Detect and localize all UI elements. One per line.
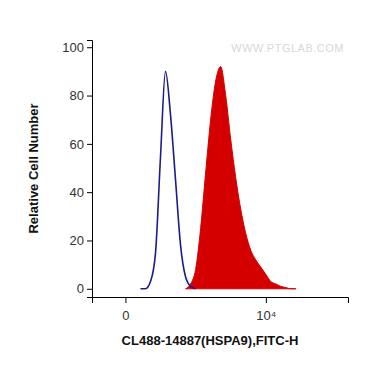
y-tick-mark (87, 240, 92, 241)
y-tick-label: 20 (70, 233, 84, 248)
x-tick-label: 0 (122, 308, 129, 323)
watermark: WWW.PTGLAB.COM (231, 42, 344, 54)
y-tick: 60 (70, 137, 92, 152)
y-tick-mark (87, 289, 92, 290)
histogram-area (186, 67, 296, 289)
y-tick-label: 60 (70, 137, 84, 152)
y-tick-label: 0 (77, 281, 84, 296)
x-axis: 0 10⁴ (93, 297, 349, 323)
y-axis-line (87, 41, 93, 298)
y-tick: 100 (62, 40, 92, 55)
y-tick: 40 (70, 185, 92, 200)
x-tick: 0 (122, 297, 129, 323)
x-axis-line (93, 298, 349, 304)
y-tick-mark (87, 47, 92, 48)
y-tick-label: 80 (70, 88, 84, 103)
y-tick-mark (87, 96, 92, 97)
plot-area (140, 67, 295, 289)
y-tick-label: 40 (70, 185, 84, 200)
y-tick: 0 (77, 281, 92, 296)
x-axis-title: CL488-14887(HSPA9),FITC-H (122, 333, 299, 348)
chart: 0 20 40 60 80 100 0 10⁴ CL488-14887(HSPA9),FITC-… (0, 0, 370, 367)
x-tick-mark (266, 297, 267, 303)
y-tick-mark (87, 192, 92, 193)
y-axis: 0 20 40 60 80 100 (62, 40, 92, 298)
y-axis-title: Relative Cell Number (26, 103, 41, 233)
y-tick-mark (87, 144, 92, 145)
y-tick: 20 (70, 233, 92, 248)
x-tick-mark (125, 297, 126, 303)
x-tick-label: 10⁴ (256, 308, 276, 323)
y-tick-label: 100 (62, 40, 84, 55)
histogram-line (140, 71, 195, 288)
y-tick: 80 (70, 88, 92, 103)
x-tick: 10⁴ (256, 297, 276, 323)
